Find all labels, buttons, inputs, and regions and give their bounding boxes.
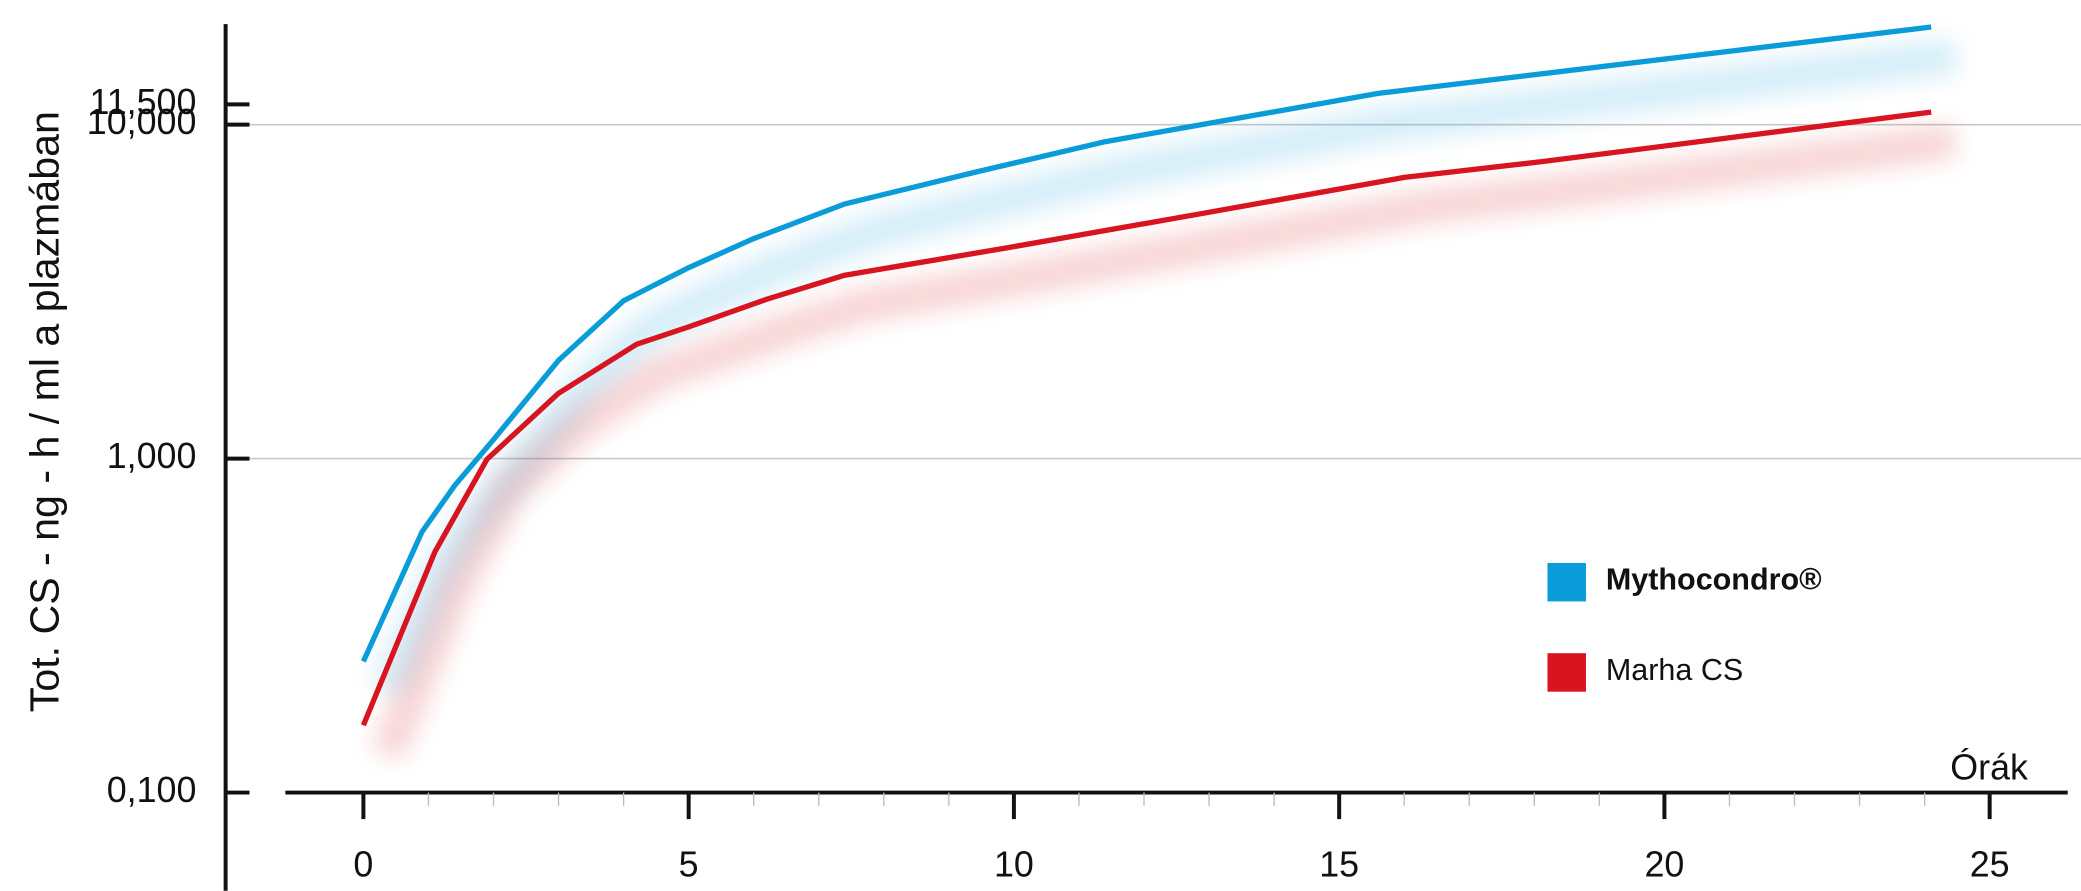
- y-tick-label: 1,000: [107, 436, 197, 476]
- x-tick-label: 10: [994, 844, 1034, 884]
- line-shadow: [371, 124, 1958, 762]
- y-tick-label: 11,500: [89, 82, 196, 122]
- legend-label: Marha CS: [1606, 653, 1743, 687]
- x-tick-label: 0: [353, 844, 373, 884]
- x-tick-label: 15: [1319, 844, 1359, 884]
- series-line: [360, 24, 1932, 663]
- x-axis-title: Órák: [1950, 747, 2028, 787]
- series-line: [360, 109, 1932, 727]
- y-tick-label: 10,000: [87, 102, 197, 142]
- legend-swatch: [1547, 562, 1586, 602]
- y-axis-title: Tot. CS - ng - h / ml a plazmában: [22, 111, 68, 712]
- legend-swatch: [1547, 653, 1586, 692]
- x-tick-label: 20: [1644, 844, 1684, 884]
- x-tick-label: 5: [679, 844, 699, 884]
- y-tick-label: 0,100: [107, 770, 197, 810]
- legend-label: Mythocondro®: [1606, 563, 1822, 597]
- x-tick-label: 25: [1970, 844, 2010, 884]
